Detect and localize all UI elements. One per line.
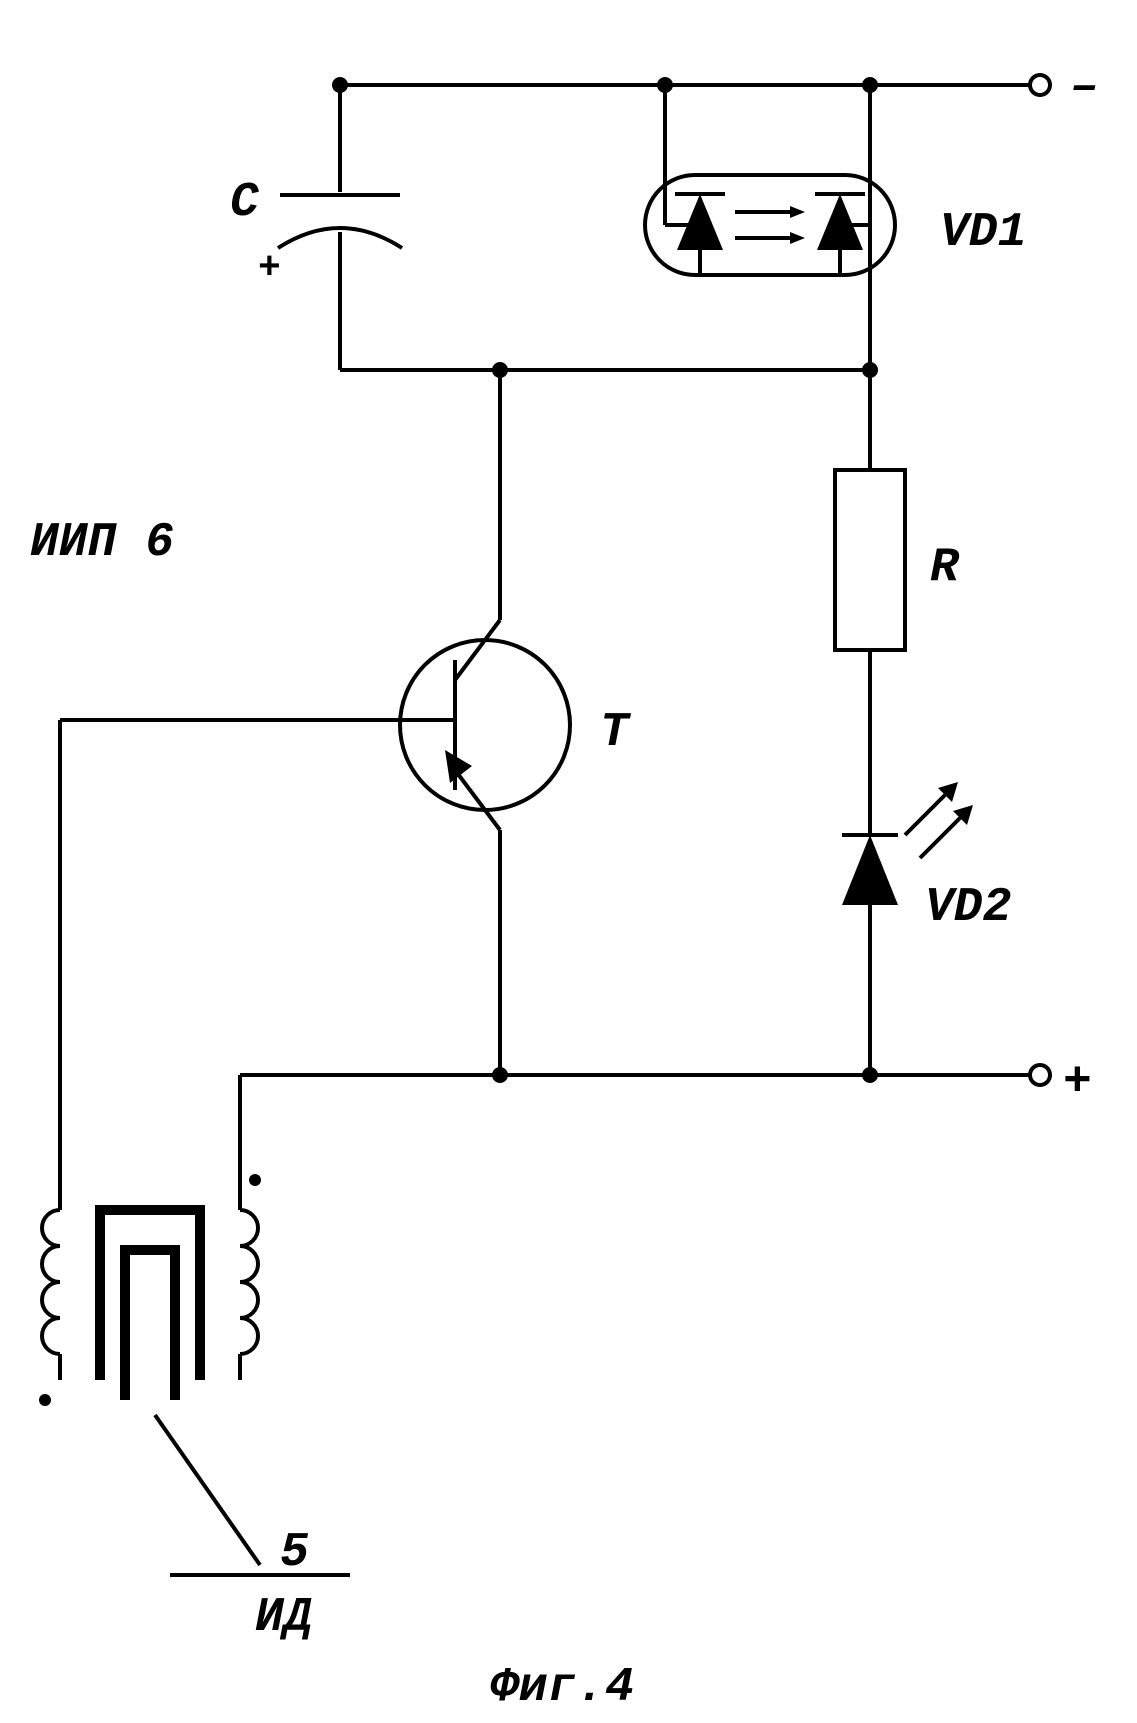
terminal-neg bbox=[1030, 75, 1050, 95]
label-figure: Фиг.4 bbox=[490, 1661, 634, 1715]
resistor-r bbox=[835, 470, 905, 650]
label-sensor: ИД bbox=[255, 1591, 313, 1645]
label-vd1: VD1 bbox=[940, 206, 1026, 260]
label-iip6: ИИП 6 bbox=[30, 516, 174, 570]
vd2-diode bbox=[842, 835, 898, 905]
label-r: R bbox=[930, 541, 960, 595]
terminal-pos bbox=[1030, 1065, 1050, 1085]
label-c: C bbox=[230, 176, 259, 230]
label-minus: – bbox=[1070, 61, 1099, 115]
circuit-schematic: – + C + VD1 R VD2 bbox=[0, 0, 1137, 1723]
inductive-sensor bbox=[39, 1174, 261, 1415]
label-vd2: VD2 bbox=[925, 881, 1011, 935]
label-sensor-num: 5 bbox=[280, 1526, 309, 1580]
label-plus: + bbox=[1063, 1056, 1092, 1110]
label-t: T bbox=[600, 706, 632, 760]
label-c-plus: + bbox=[258, 247, 281, 290]
